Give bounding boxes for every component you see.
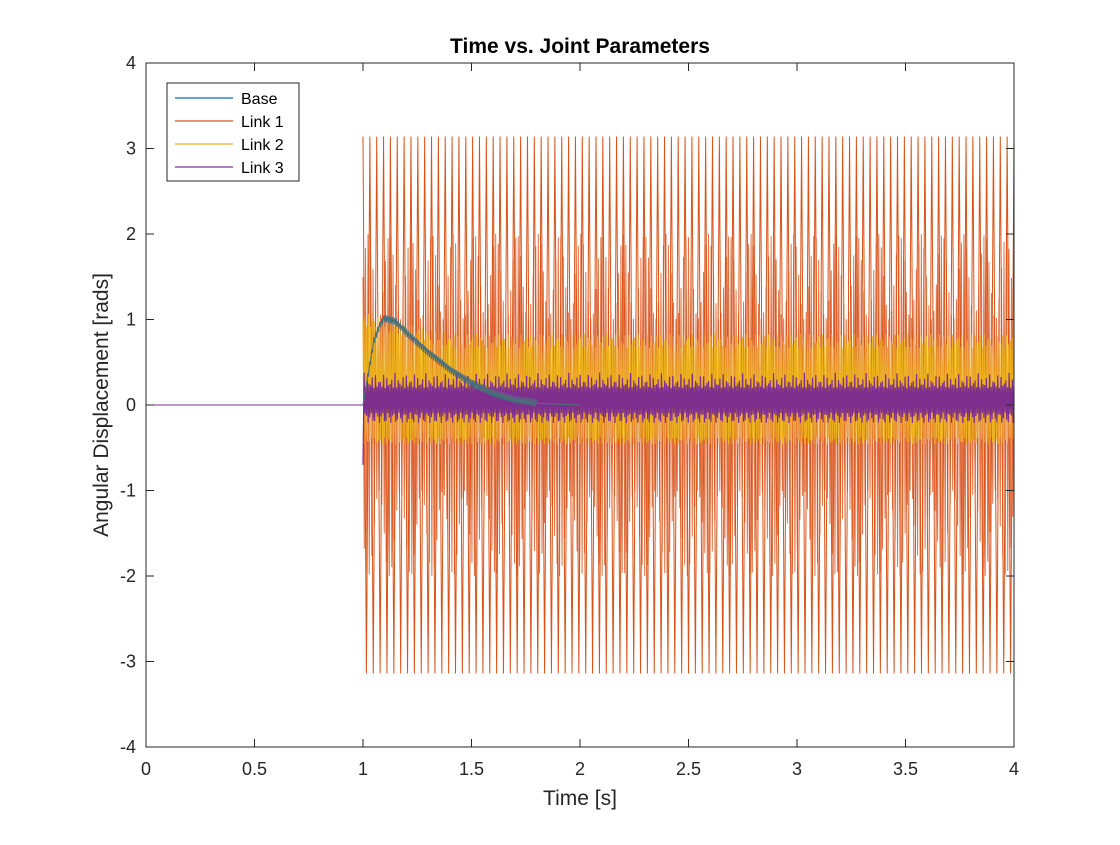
- y-tick-label: 1: [126, 310, 136, 330]
- y-axis-label: Angular Displacement [rads]: [90, 273, 113, 537]
- x-tick-label: 1.5: [459, 759, 484, 779]
- series-base-line: [362, 314, 581, 408]
- series-link-1-band: [362, 233, 1014, 577]
- x-tick-label: 2: [575, 759, 585, 779]
- y-tick-label: -1: [120, 481, 136, 501]
- y-tick-label: 4: [126, 53, 136, 73]
- series-layer: [146, 136, 1014, 674]
- x-axis-ticks: 0 0.5 1 1.5 2 2.5 3 3.5 4: [141, 63, 1019, 779]
- y-tick-label: -2: [120, 566, 136, 586]
- legend-label: Link 1: [241, 114, 284, 131]
- x-axis-label: Time [s]: [543, 787, 617, 810]
- legend: Base Link 1 Link 2 Link 3: [166, 82, 300, 182]
- series-link-1-line: [362, 136, 1014, 674]
- x-tick-label: 0: [141, 759, 151, 779]
- legend-box: [166, 82, 300, 182]
- y-tick-label: -3: [120, 652, 136, 672]
- x-tick-label: 4: [1009, 759, 1019, 779]
- y-tick-label: 0: [126, 395, 136, 415]
- x-tick-label: 1: [358, 759, 368, 779]
- y-tick-label: -4: [120, 737, 136, 757]
- x-tick-label: 3.5: [893, 759, 918, 779]
- x-tick-label: 2.5: [676, 759, 701, 779]
- x-tick-label: 3: [792, 759, 802, 779]
- legend-label: Base: [241, 91, 278, 108]
- y-tick-label: 2: [126, 224, 136, 244]
- y-axis-ticks: -4 -3 -2 -1 0 1 2 3 4: [120, 53, 1014, 757]
- x-tick-label: 0.5: [242, 759, 267, 779]
- legend-label: Link 3: [241, 160, 284, 177]
- legend-label: Link 2: [241, 137, 284, 154]
- y-tick-label: 3: [126, 139, 136, 159]
- chart-title: Time vs. Joint Parameters: [450, 35, 710, 58]
- series-link-3-line: [362, 372, 1014, 465]
